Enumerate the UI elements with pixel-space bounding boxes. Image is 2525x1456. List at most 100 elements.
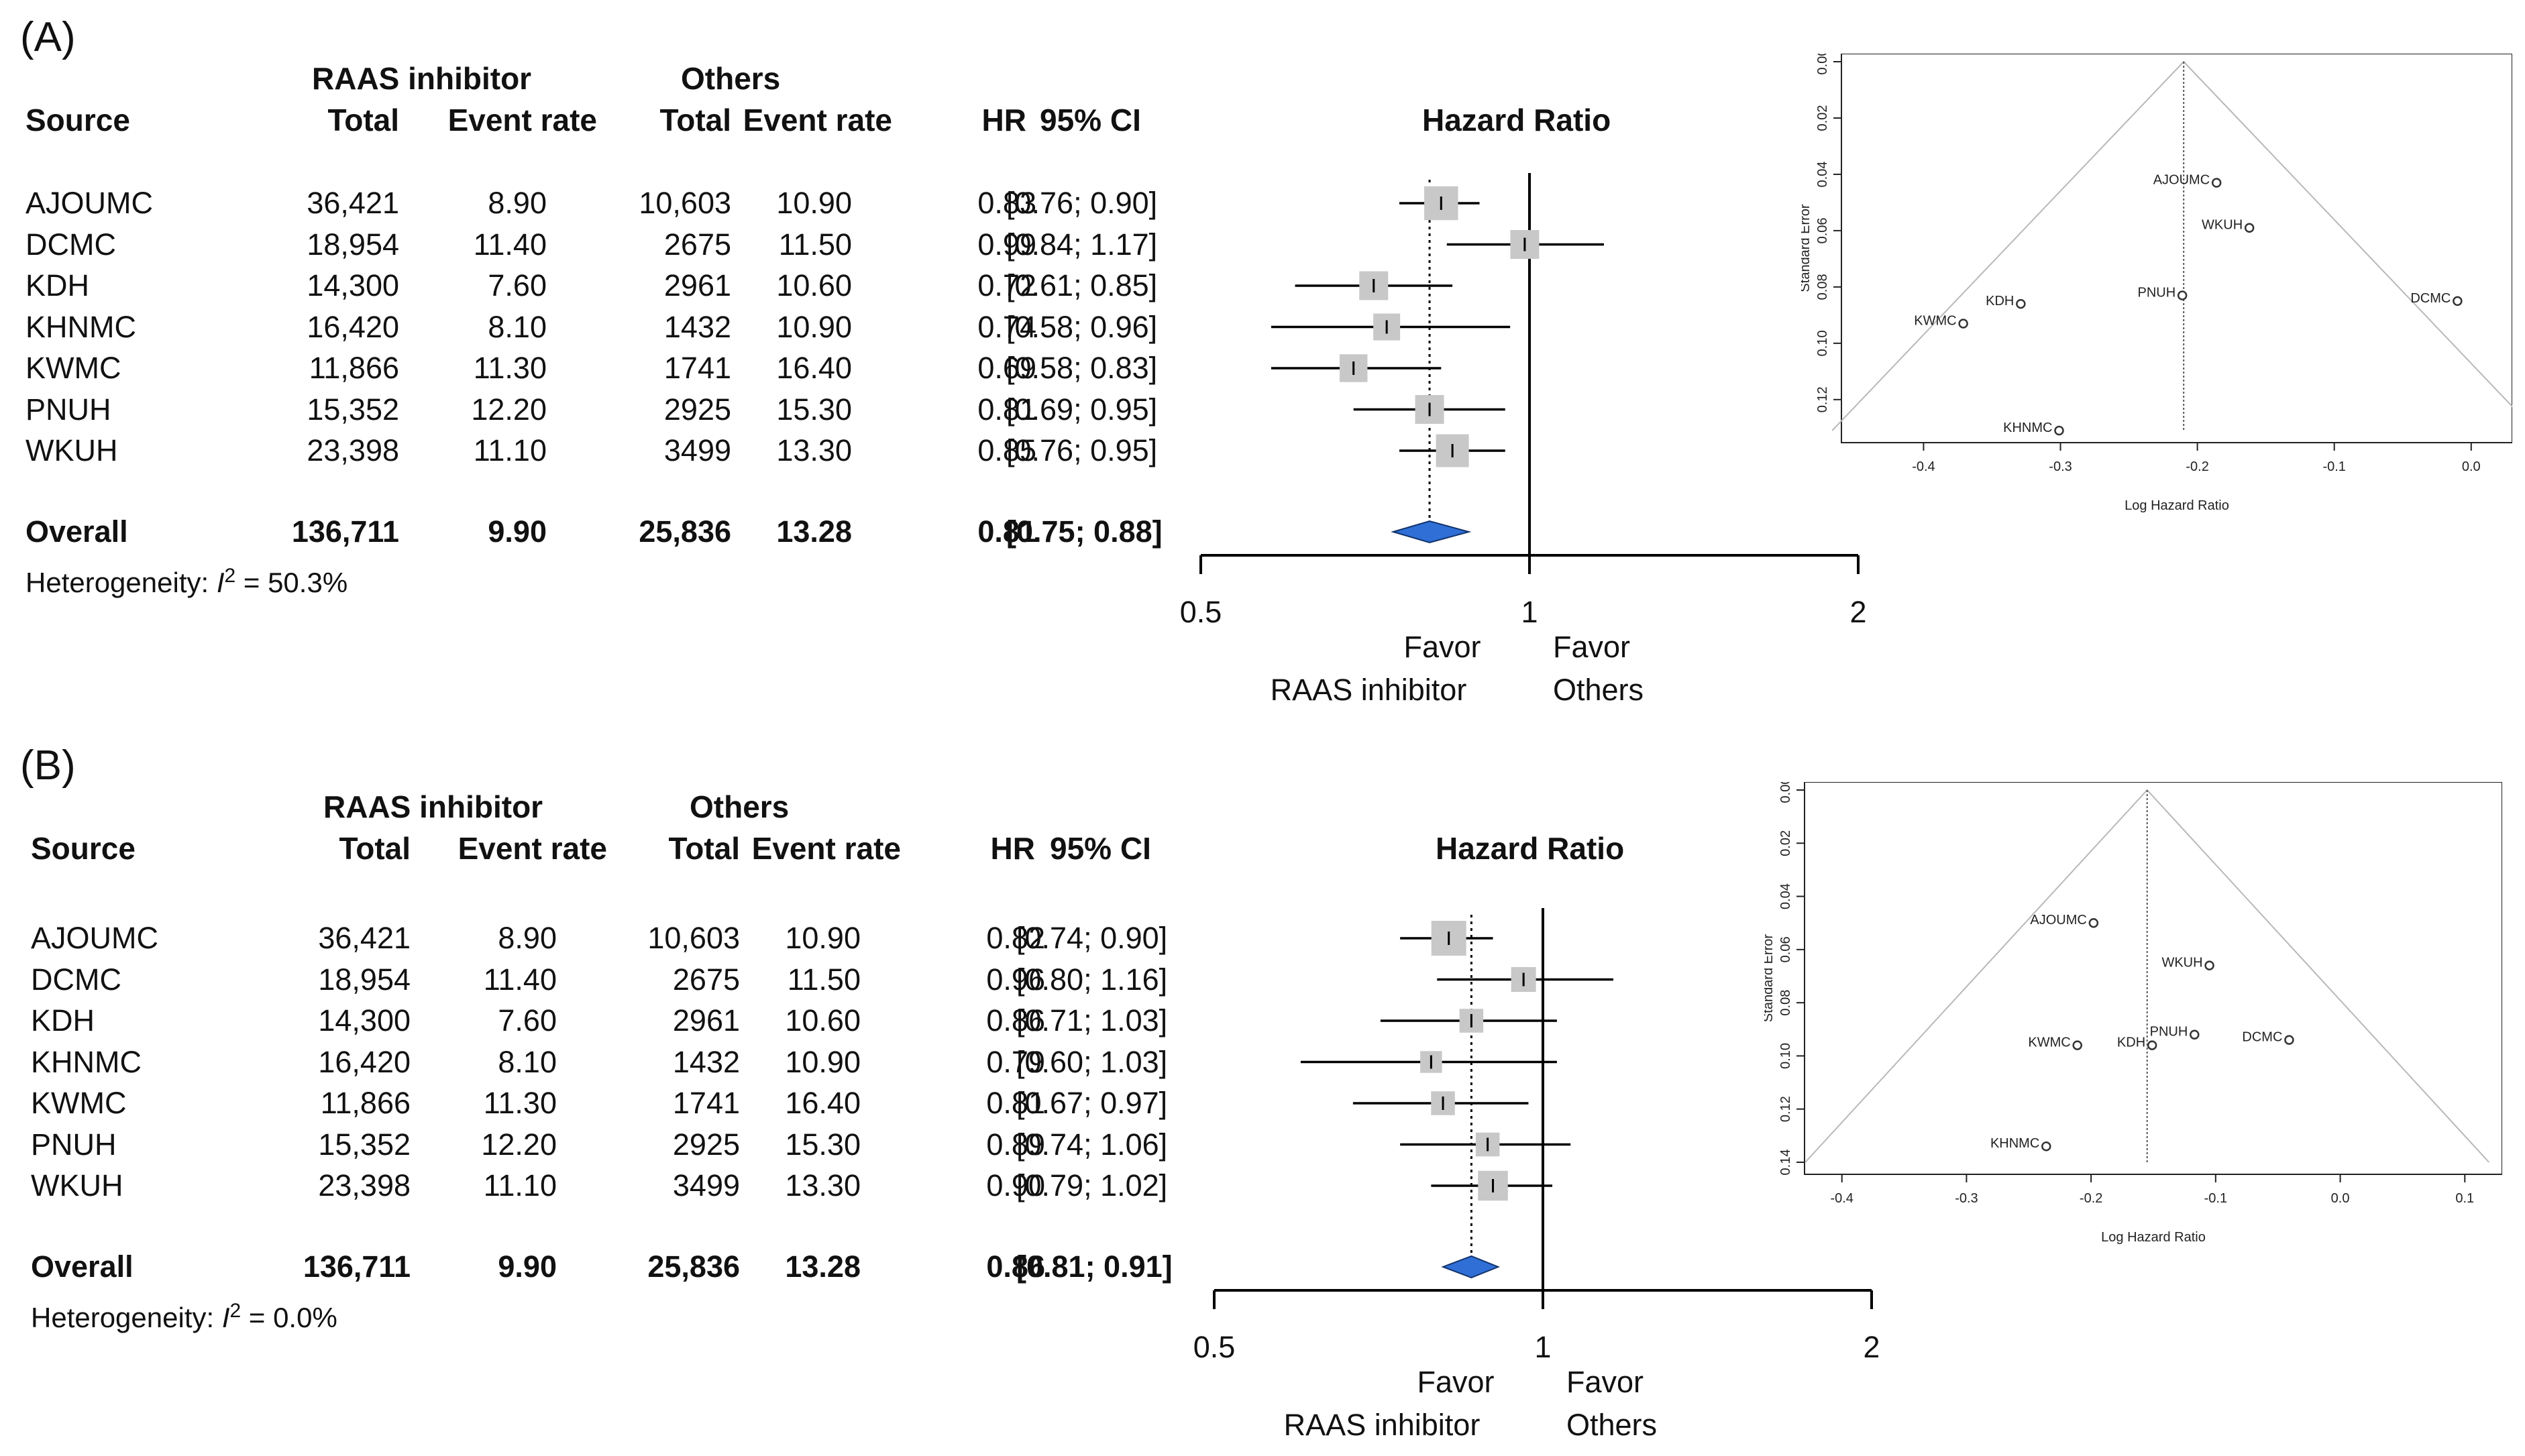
funnel-point-label-dcmc: DCMC — [2410, 291, 2451, 306]
row-wkuh-rate-raas: 11.10 — [483, 1168, 557, 1202]
funnel-point-wkuh — [2244, 223, 2255, 233]
funnel-point-label-khnmc: KHNMC — [1990, 1136, 2039, 1151]
funnel-y-axis-label: Standard Error — [1764, 934, 1776, 1023]
col-header-hazard-ratio: Hazard Ratio — [1436, 831, 1625, 866]
overall-ci: [0.81; 0.91] — [1016, 1249, 1173, 1284]
col-header-hr: HR — [981, 103, 1026, 137]
row-kwmc-ci: [0.67; 0.97] — [1016, 1086, 1168, 1120]
funnel-x-tick-label: -0.1 — [2322, 459, 2345, 474]
row-khnmc-rate-raas: 8.10 — [498, 1044, 557, 1079]
x-axis-tick-label: 2 — [1849, 595, 1866, 629]
row-wkuh-hr: 0.90 — [986, 1168, 1045, 1202]
funnel-point-label-pnuh: PNUH — [2137, 285, 2175, 300]
funnel-point-kdh — [2147, 1040, 2157, 1050]
funnel-y-tick-label: 0.02 — [1778, 830, 1793, 856]
row-pnuh-rate-raas: 12.20 — [481, 1127, 557, 1162]
row-wkuh-source: WKUH — [31, 1168, 123, 1202]
row-dcmc-rate-others: 11.50 — [778, 227, 852, 262]
funnel-point-ajoumc — [2211, 178, 2222, 188]
row-ajoumc-source: AJOUMC — [25, 186, 153, 220]
heterogeneity-sup: 2 — [224, 565, 236, 587]
row-wkuh-rate-others: 13.30 — [785, 1168, 861, 1202]
funnel-frame — [1804, 782, 2502, 1175]
row-kdh-total-raas: 14,300 — [307, 268, 399, 302]
funnel-boundary — [1831, 60, 2512, 431]
heterogeneity-prefix: Heterogeneity: — [31, 1302, 222, 1333]
favor-right-line1: Favor — [1553, 630, 1630, 664]
row-kwmc-hr: 0.81 — [986, 1086, 1045, 1120]
heterogeneity-text: Heterogeneity: I2 = 50.3% — [25, 565, 347, 599]
funnel-y-axis-label: Standard Error — [1801, 204, 1813, 292]
row-kdh-hr: 0.72 — [977, 268, 1036, 302]
favor-left-line1: Favor — [1403, 630, 1481, 664]
funnel-point-kwmc — [1958, 319, 1968, 329]
row-ajoumc-rate-others: 10.90 — [785, 921, 861, 955]
funnel-x-tick-label: -0.4 — [1912, 459, 1935, 474]
row-kwmc-total-others: 1741 — [663, 351, 731, 385]
row-kdh-rate-others: 10.60 — [785, 1003, 861, 1038]
col-header-hazard-ratio: Hazard Ratio — [1422, 103, 1611, 137]
row-wkuh-ci: [0.79; 1.02] — [1016, 1168, 1168, 1202]
row-kwmc-hr: 0.69 — [977, 351, 1036, 385]
row-dcmc-hr: 0.96 — [986, 962, 1045, 997]
row-ajoumc-source: AJOUMC — [31, 921, 158, 955]
funnel-plot-a: -0.4 -0.3 -0.2 -0.1 0.0 Log Hazard Ratio 0.00 0… — [1801, 54, 2512, 513]
funnel-point-dcmc — [2284, 1035, 2294, 1045]
row-kwmc-source: KWMC — [25, 351, 121, 385]
favor-right-line1: Favor — [1566, 1365, 1644, 1399]
funnel-frame — [1841, 54, 2512, 443]
group-header-raas: RAAS inhibitor — [323, 789, 543, 824]
row-kwmc-rate-raas: 11.30 — [473, 351, 547, 385]
row-kwmc-rate-others: 16.40 — [785, 1086, 861, 1120]
row-ajoumc-rate-raas: 8.90 — [498, 921, 557, 955]
row-dcmc-hr: 0.99 — [977, 227, 1036, 262]
funnel-point-kdh — [2016, 298, 2026, 309]
row-kdh-source: KDH — [25, 268, 90, 302]
row-dcmc-total-others: 2675 — [672, 962, 740, 997]
overall-diamond — [1441, 1255, 1501, 1279]
funnel-point-ajoumc — [2088, 917, 2099, 928]
favor-left-line2: RAAS inhibitor — [1271, 673, 1467, 707]
row-dcmc-total-raas: 18,954 — [318, 962, 411, 997]
row-pnuh-total-others: 2925 — [672, 1127, 740, 1162]
heterogeneity-sup: 2 — [229, 1300, 241, 1322]
funnel-point-label-kdh: KDH — [2117, 1035, 2145, 1050]
overall-total-others: 25,836 — [647, 1249, 740, 1284]
col-header-total-others: Total — [659, 103, 731, 137]
row-ajoumc-ci: [0.74; 0.90] — [1016, 921, 1168, 955]
col-header-ci: 95% CI — [1050, 831, 1151, 866]
row-khnmc-total-others: 1432 — [663, 309, 731, 344]
panel-b: (B) RAAS inhibitor Others Source Total Event … — [0, 728, 2525, 1456]
overall-rate-others: 13.28 — [776, 514, 852, 549]
row-kdh-rate-raas: 7.60 — [488, 268, 547, 302]
funnel-y-tick-label: 0.02 — [1815, 105, 1830, 131]
row-kdh-source: KDH — [31, 1003, 95, 1038]
col-header-source: Source — [31, 831, 136, 866]
funnel-x-tick-label: -0.3 — [1955, 1191, 1978, 1206]
row-dcmc-rate-others: 11.50 — [787, 962, 861, 997]
overall-hr: 0.81 — [977, 514, 1036, 549]
row-pnuh-total-others: 2925 — [663, 392, 731, 427]
funnel-point-label-ajoumc: AJOUMC — [2030, 913, 2086, 928]
row-kdh-total-raas: 14,300 — [318, 1003, 411, 1038]
row-pnuh-ci: [0.74; 1.06] — [1016, 1127, 1168, 1162]
funnel-x-tick-label: -0.2 — [2080, 1191, 2102, 1206]
funnel-point-label-wkuh: WKUH — [2202, 218, 2243, 233]
col-header-rate-others: Event rate — [751, 831, 901, 866]
row-wkuh-hr: 0.85 — [977, 433, 1036, 467]
overall-hr: 0.86 — [986, 1249, 1045, 1284]
forest-plot-b: 0.5 1 2 Favor RAAS inhibitor Favor Others — [1193, 908, 1878, 1442]
group-header-others: Others — [690, 789, 790, 824]
row-ajoumc-rate-raas: 8.90 — [488, 186, 547, 220]
row-khnmc-rate-others: 10.90 — [785, 1044, 861, 1079]
funnel-y-tick-label: 0.12 — [1778, 1096, 1793, 1122]
funnel-point-khnmc — [2041, 1141, 2051, 1152]
funnel-point-pnuh — [2190, 1029, 2200, 1040]
row-kwmc-rate-others: 16.40 — [776, 351, 852, 385]
x-axis-tick-label: 2 — [1863, 1330, 1878, 1364]
funnel-x-axis-label: Log Hazard Ratio — [2125, 498, 2229, 513]
funnel-y-tick-label: 0.00 — [1815, 54, 1830, 74]
row-kwmc-ci: [0.58; 0.83] — [1006, 351, 1158, 385]
col-header-total-others: Total — [668, 831, 740, 866]
funnel-point-label-kdh: KDH — [1986, 294, 2014, 309]
